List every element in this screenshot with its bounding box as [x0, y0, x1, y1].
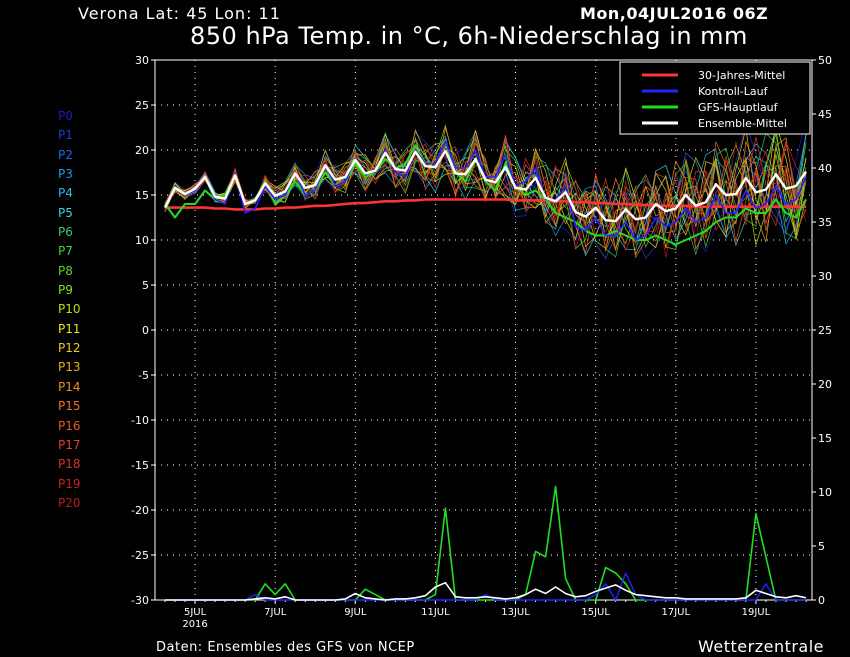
x-tick-label: 19JUL	[742, 607, 771, 618]
member-label: P13	[58, 360, 81, 375]
chart-title: 850 hPa Temp. in °C, 6h-Niederschlag in …	[190, 22, 748, 50]
member-label: P7	[58, 244, 73, 259]
y-left-tick-label: -25	[131, 549, 149, 562]
x-tick-label: 15JUL	[581, 607, 610, 618]
legend-label: Kontroll-Lauf	[698, 85, 769, 98]
member-label: P14	[58, 379, 81, 394]
member-label: P19	[58, 476, 81, 491]
y-left-tick-label: -5	[138, 369, 149, 382]
member-label: P2	[58, 147, 73, 162]
member-label: P5	[58, 205, 73, 220]
y-right-tick-label: 40	[818, 162, 832, 175]
member-label: P11	[58, 321, 81, 336]
y-right-tick-label: 10	[818, 486, 832, 499]
y-right-tick-label: 30	[818, 270, 832, 283]
y-right-tick-label: 15	[818, 432, 832, 445]
y-left-tick-label: 20	[135, 144, 149, 157]
member-label: P15	[58, 399, 81, 414]
y-right-tick-label: 50	[818, 54, 832, 67]
member-label: P0	[58, 109, 73, 123]
y-left-tick-label: 30	[135, 54, 149, 67]
member-label: P10	[58, 302, 81, 317]
y-left-tick-label: -20	[131, 504, 149, 517]
y-right-tick-label: 0	[818, 594, 825, 607]
x-tick-label: 11JUL	[421, 607, 450, 618]
y-right-tick-label: 5	[818, 540, 825, 553]
x-tick-label: 13JUL	[501, 607, 530, 618]
series-line-gfs-hauptlauf	[164, 140, 807, 246]
legend-label: GFS-Hauptlauf	[698, 101, 779, 114]
series-line-gfs-hauptlauf-niederschlag	[165, 485, 806, 601]
member-label: P9	[58, 283, 73, 298]
y-right-tick-label: 45	[818, 108, 832, 121]
series-line-kontroll-lauf-niederschlag	[165, 572, 806, 601]
y-left-tick-label: 15	[135, 189, 149, 202]
brand-label: Wetterzentrale	[698, 637, 825, 656]
member-line	[164, 141, 807, 258]
y-left-tick-label: 5	[142, 279, 149, 292]
x-tick-label: 9JUL	[344, 607, 367, 618]
member-label: P16	[58, 418, 81, 433]
y-left-tick-label: 10	[135, 234, 149, 247]
member-label: P6	[58, 225, 73, 240]
y-right-tick-label: 35	[818, 216, 832, 229]
y-left-tick-label: 0	[142, 324, 149, 337]
legend-label: 30-Jahres-Mittel	[698, 69, 785, 82]
x-tick-label: 17JUL	[662, 607, 691, 618]
legend-label: Ensemble-Mittel	[698, 117, 787, 130]
member-label: P8	[58, 263, 73, 278]
y-right-tick-label: 20	[818, 378, 832, 391]
x-tick-label: 7JUL	[264, 607, 287, 618]
run-time-label: Mon,04JUL2016 06Z	[580, 4, 769, 23]
location-label: Verona Lat: 45 Lon: 11	[78, 4, 281, 23]
member-label: P12	[58, 341, 81, 356]
x-year-label: 2016	[182, 619, 207, 630]
member-label: P17	[58, 437, 81, 452]
member-label: P3	[58, 167, 73, 182]
y-left-tick-label: -10	[131, 414, 149, 427]
series-line-ensemble-mittel	[163, 149, 807, 223]
y-right-tick-label: 25	[818, 324, 832, 337]
y-left-tick-label: 25	[135, 99, 149, 112]
x-tick-label: 5JUL	[184, 607, 207, 618]
member-label: P18	[58, 457, 81, 472]
member-label: P20	[58, 495, 81, 510]
y-left-tick-label: -15	[131, 459, 149, 472]
data-source-label: Daten: Ensembles des GFS von NCEP	[156, 640, 415, 655]
member-label: P4	[58, 186, 73, 201]
member-label: P1	[58, 128, 73, 143]
member-list: P0 P1 P2 P3 P4 P5 P6 P7 P8 P9 P10 P11 P12 P13 P14 P15 P1…	[58, 107, 81, 513]
series-line-ensemble-mittel-niederschlag	[165, 581, 807, 601]
y-left-tick-label: -30	[131, 594, 149, 607]
series-line--jahres-mittel	[165, 198, 806, 211]
